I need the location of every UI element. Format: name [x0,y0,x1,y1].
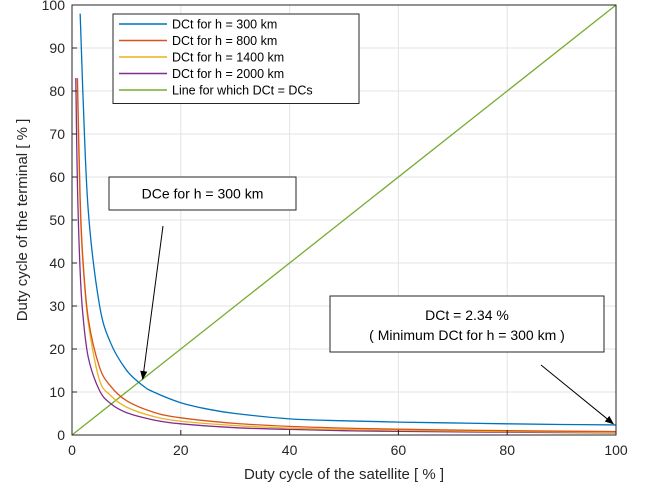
legend-entry: DCt for h = 2000 km [172,67,284,81]
legend: DCt for h = 300 km DCt for h = 800 km DCt … [112,13,360,104]
y-tick-label: 20 [49,341,65,357]
y-axis-label: Duty cycle of the terminal [ % ] [14,119,31,322]
annotation-arrow [540,364,614,425]
y-tick-label: 70 [49,126,65,142]
x-tick-label: 20 [173,442,189,458]
x-tick-label: 60 [391,442,407,458]
y-tick-label: 90 [49,40,65,56]
annotation-box [329,295,605,353]
y-tick-label: 80 [49,83,65,99]
y-axis-ticks: 0 10 20 30 40 50 60 70 80 90 100 [42,0,77,443]
y-tick-label: 40 [49,255,65,271]
x-axis-ticks: 0 20 40 60 80 100 [68,430,628,458]
x-tick-label: 0 [68,442,76,458]
series-line-4 [71,4,617,436]
x-tick-label: 80 [499,442,515,458]
annotation-text: DCt = 2.34 % [425,307,509,323]
y-tick-label: 50 [49,212,65,228]
x-tick-label: 40 [282,442,298,458]
series-line-0 [79,13,617,426]
legend-entry: DCt for h = 300 km [172,18,277,32]
annotation-arrow [140,225,164,380]
y-tick-label: 100 [42,0,66,13]
legend-entry: Line for which DCt = DCs [172,84,313,98]
x-tick-label: 100 [604,442,628,458]
annotation-text: ( Minimum DCt for h = 300 km ) [369,327,565,343]
x-axis-label: Duty cycle of the satellite [ % ] [244,466,444,483]
legend-box [112,13,360,104]
series-line-1 [76,78,617,433]
annotation-box [108,176,297,211]
legend-entry: DCt for h = 800 km [172,34,277,48]
legend-entry: DCt for h = 1400 km [172,51,284,65]
y-tick-label: 60 [49,169,65,185]
annotations: DCe for h = 300 km DCt = 2.34 % ( Minimum … [108,176,614,425]
y-tick-label: 10 [49,384,65,400]
annotation-text: DCe for h = 300 km [142,186,264,202]
y-tick-label: 30 [49,298,65,314]
y-tick-label: 0 [57,427,65,443]
